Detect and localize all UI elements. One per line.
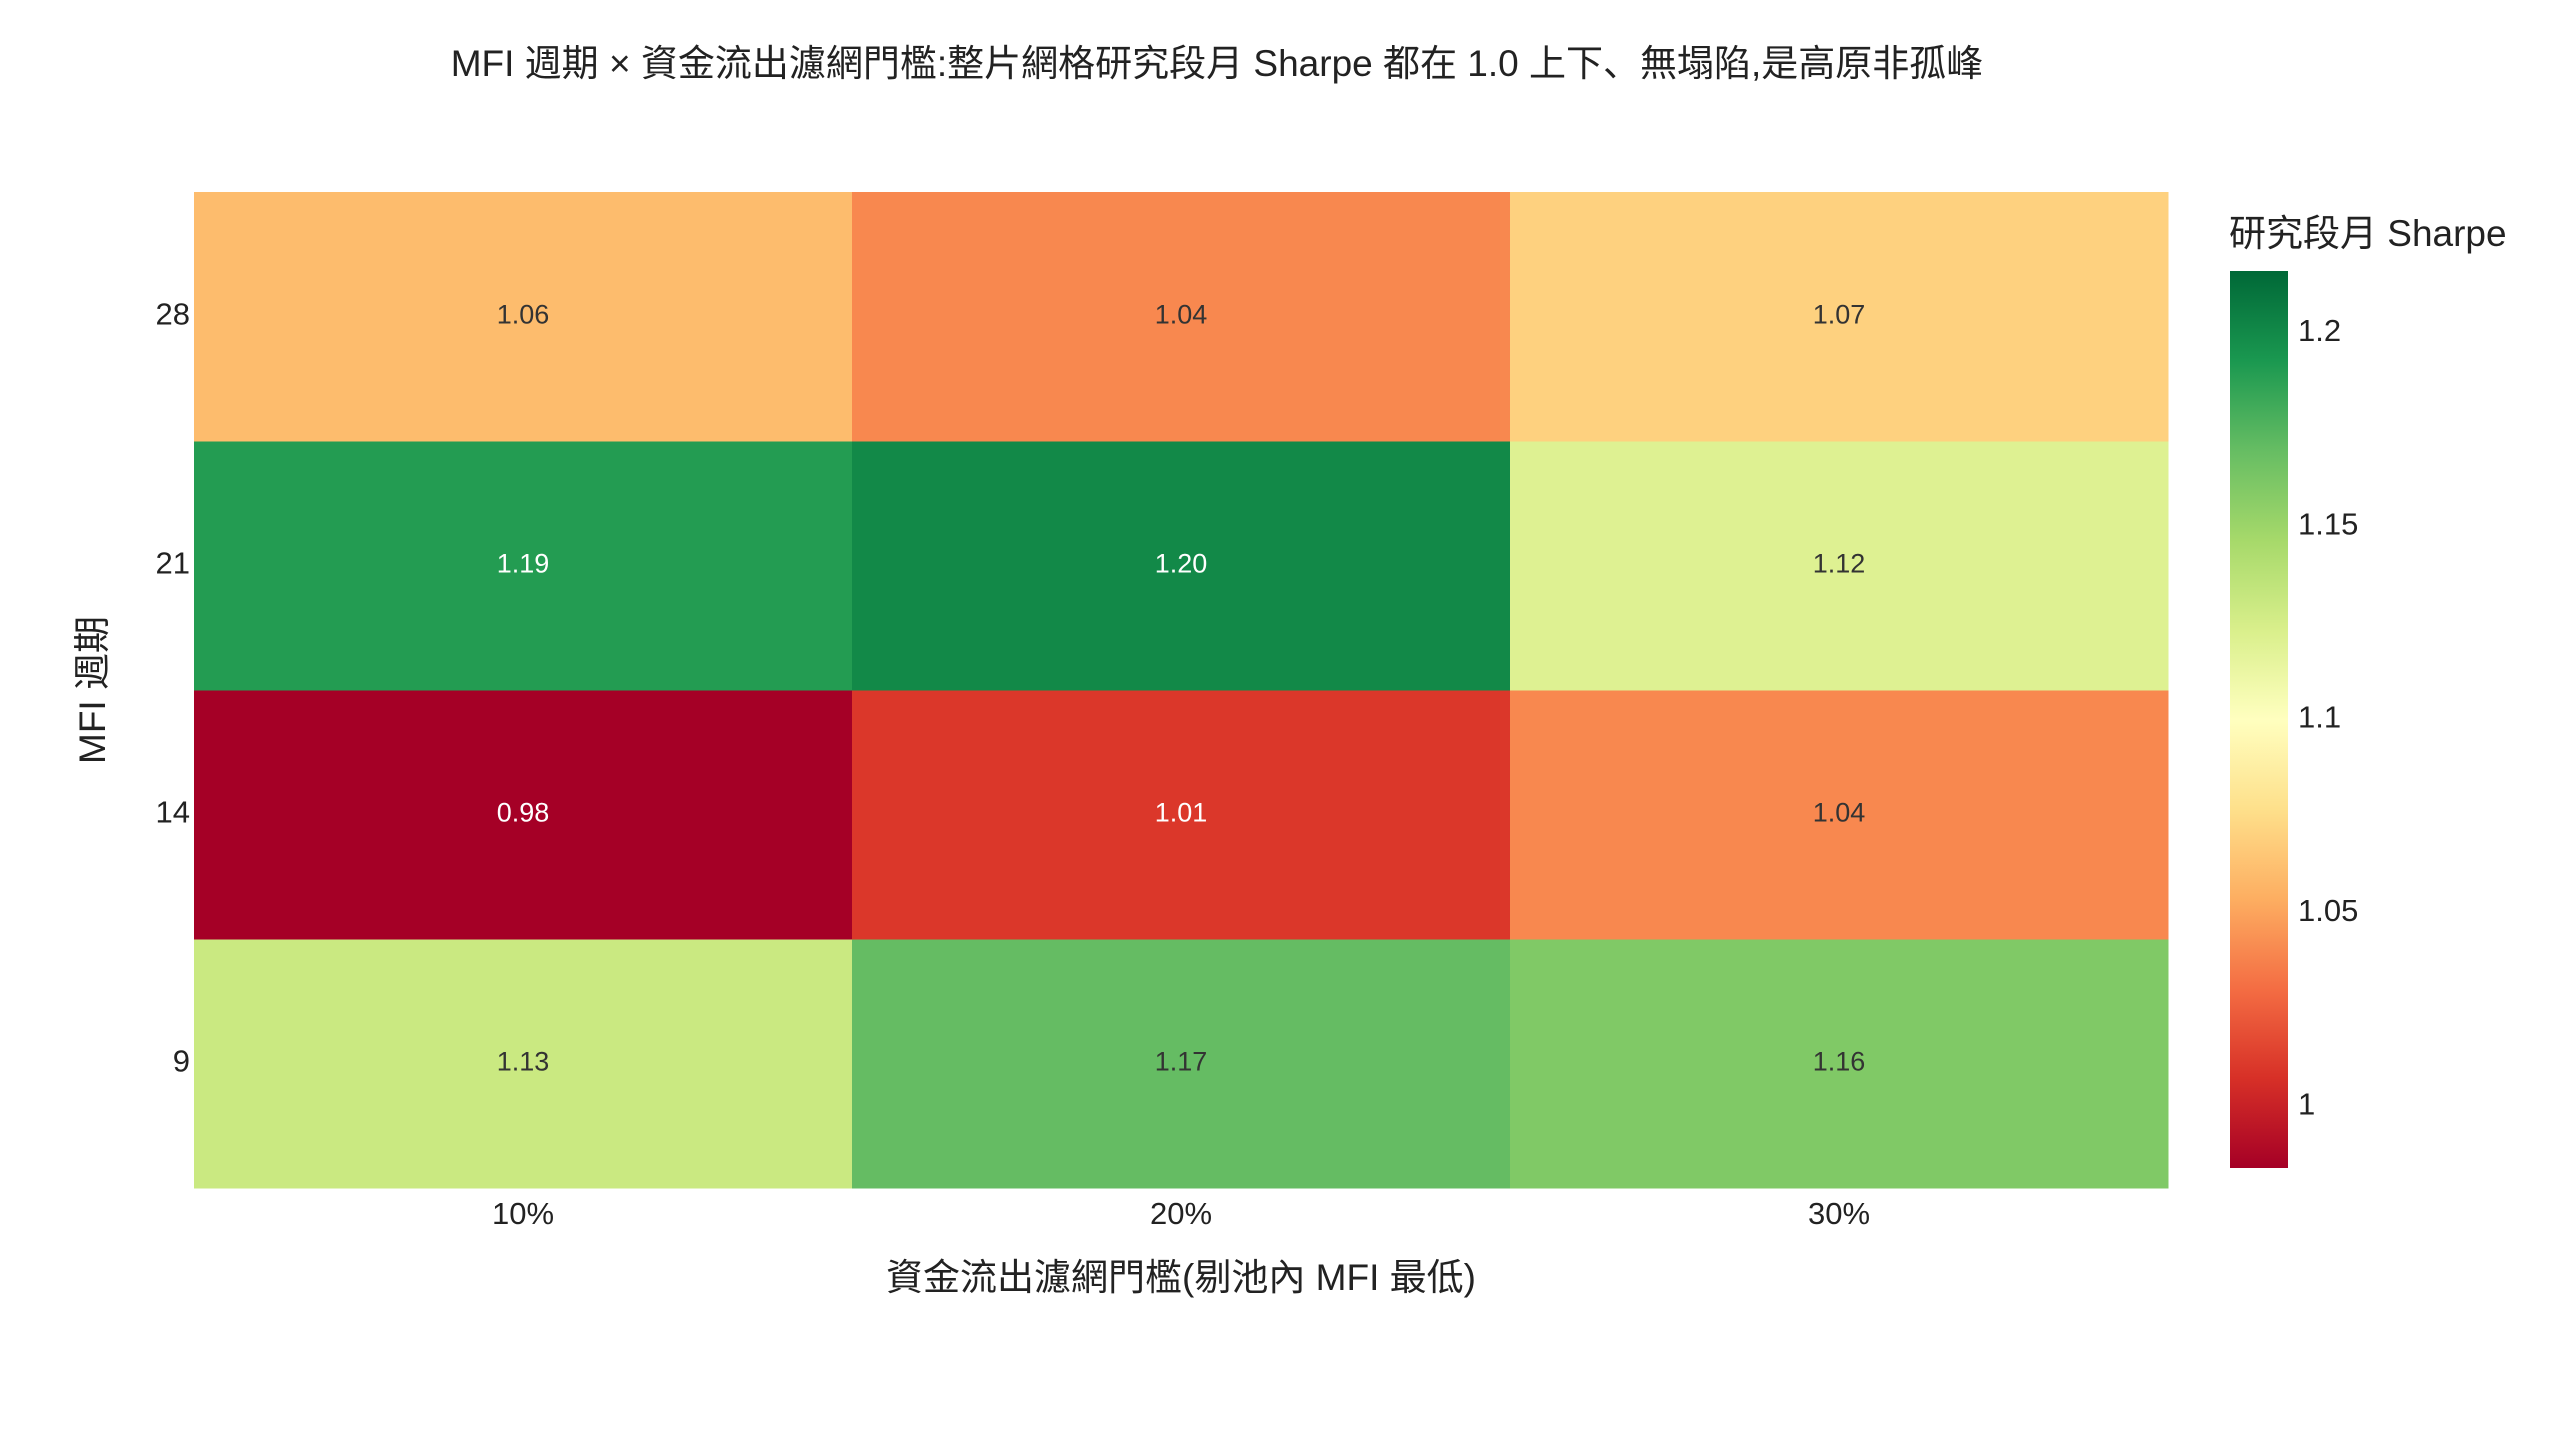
heatmap-cell — [852, 441, 1511, 691]
cell-label: 1.04 — [1155, 300, 1208, 330]
colorbar-tick-label: 1.05 — [2298, 893, 2358, 928]
colorbar-tick-label: 1.1 — [2298, 700, 2341, 735]
x-tick-label: 30% — [1808, 1196, 1870, 1231]
colorbar-tick-label: 1.2 — [2298, 313, 2341, 348]
heatmap-cell — [852, 192, 1511, 442]
cell-label: 1.13 — [497, 1047, 550, 1077]
x-tick-label: 20% — [1150, 1196, 1212, 1231]
y-tick-label: 21 — [156, 546, 190, 581]
heatmap-cell — [1510, 192, 2169, 442]
cell-label: 1.16 — [1813, 1047, 1866, 1077]
colorbar — [2230, 271, 2288, 1168]
cell-label: 1.06 — [497, 300, 550, 330]
heatmap-cell — [194, 441, 853, 691]
cell-label: 1.01 — [1155, 798, 1208, 828]
colorbar-title: 研究段月 Sharpe — [2229, 213, 2507, 254]
heatmap-cell — [1510, 690, 2169, 940]
chart-title: MFI 週期 × 資金流出濾網門檻:整片網格研究段月 Sharpe 都在 1.0… — [451, 43, 1984, 84]
heatmap-cell — [1510, 441, 2169, 691]
cell-label: 1.12 — [1813, 549, 1866, 579]
heatmap-cell — [1510, 939, 2169, 1189]
cell-label: 1.07 — [1813, 300, 1866, 330]
cell-label: 1.20 — [1155, 549, 1208, 579]
cell-label: 1.17 — [1155, 1047, 1208, 1077]
cell-label: 1.19 — [497, 549, 550, 579]
cell-label: 1.04 — [1813, 798, 1866, 828]
heatmap-cell — [194, 690, 853, 940]
y-axis-title: MFI 週期 — [72, 616, 113, 764]
heatmap-cell — [194, 939, 853, 1189]
y-tick-label: 9 — [173, 1044, 190, 1079]
cell-label: 0.98 — [497, 798, 550, 828]
y-tick-label: 14 — [156, 795, 190, 830]
x-tick-label: 10% — [492, 1196, 554, 1231]
heatmap-cell — [852, 939, 1511, 1189]
y-tick-label: 28 — [156, 297, 190, 332]
colorbar-tick-label: 1.15 — [2298, 506, 2358, 541]
heatmap-cell — [194, 192, 853, 442]
colorbar-tick-label: 1 — [2298, 1086, 2315, 1121]
x-axis-title: 資金流出濾網門檻(剔池內 MFI 最低) — [886, 1257, 1476, 1298]
heatmap-cell — [852, 690, 1511, 940]
